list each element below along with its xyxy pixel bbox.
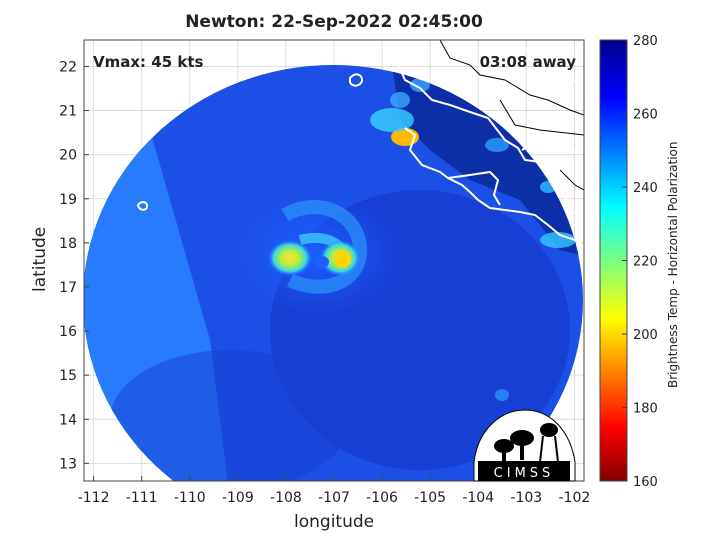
vmax-label: Vmax: 45 kts [93,53,204,71]
colorbar-tick-label: 280 [633,34,658,49]
x-tick-label: -111 [126,490,158,506]
colorbar-tick-label: 260 [633,108,658,123]
y-tick-label: 21 [59,104,77,120]
colorbar-tick-label: 200 [633,328,658,343]
y-tick-label: 20 [59,148,77,164]
colorbar-tick-label: 220 [633,255,658,270]
x-tick-label: -105 [414,490,446,506]
colorbar-label: Brightness Temp - Horizontal Polarizatio… [666,141,680,388]
x-tick-label: -103 [510,490,542,506]
x-axis-label: longitude [294,512,375,532]
y-tick-label: 16 [59,324,77,340]
x-tick-label: -109 [222,490,254,506]
coastlines [136,40,584,247]
cimss-logo-text: CIMSS [494,466,555,481]
x-axis-ticks: -112 -111 -110 -109 -108 -107 -106 -105 -104 -103… [78,476,590,506]
colorbar-tick-label: 160 [633,475,658,490]
colorbar-tick-label: 240 [633,181,658,196]
x-tick-label: -108 [270,490,302,506]
x-tick-label: -104 [462,490,494,506]
chart-title: Newton: 22-Sep-2022 02:45:00 [185,12,483,32]
y-tick-label: 18 [59,236,77,252]
y-tick-label: 14 [59,412,77,428]
y-tick-label: 19 [59,192,77,208]
cimss-logo: CIMSS [473,409,576,482]
y-axis-ticks: 13 14 15 16 17 18 19 20 21 22 [59,59,89,472]
y-tick-label: 17 [59,280,77,296]
colorbar-ticks: 160 180 200 220 240 260 280 [622,34,658,490]
y-tick-label: 22 [59,59,77,75]
x-tick-label: -102 [558,490,590,506]
x-tick-label: -106 [366,490,398,506]
x-tick-label: -110 [174,490,206,506]
colorbar-tick-label: 180 [633,402,658,417]
country-borders [439,40,584,191]
time-away-label: 03:08 away [479,53,576,71]
y-axis-label: latitude [30,226,50,292]
y-tick-label: 13 [59,456,77,472]
x-tick-label: -107 [318,490,350,506]
y-tick-label: 15 [59,368,77,384]
x-tick-label: -112 [78,490,110,506]
